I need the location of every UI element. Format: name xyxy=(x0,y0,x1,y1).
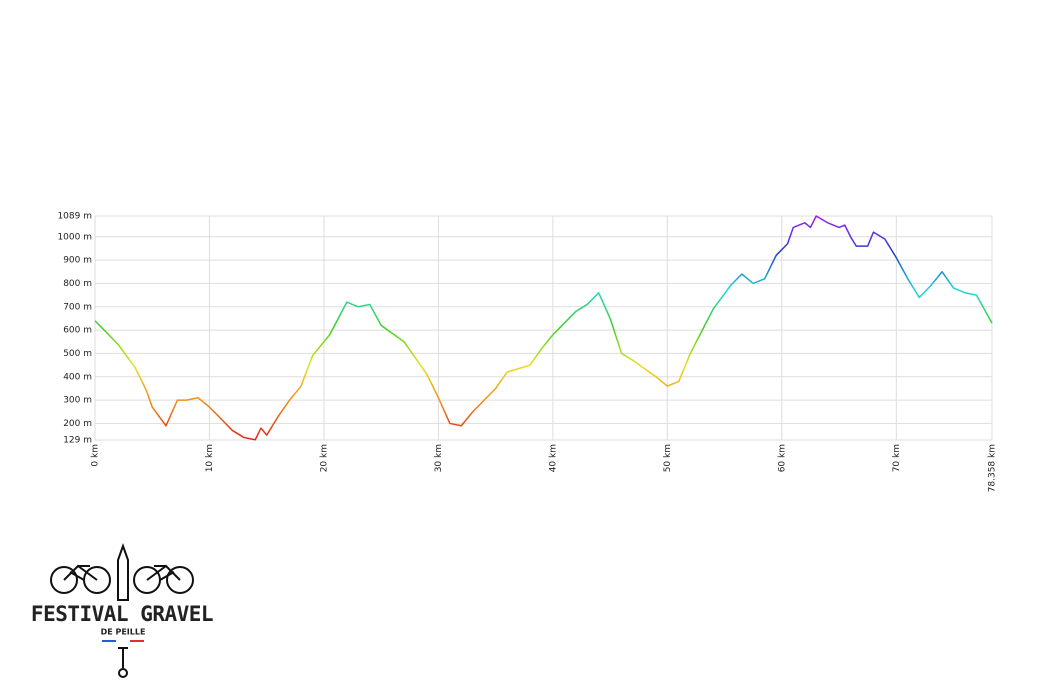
y-tick-label: 700 m xyxy=(63,302,92,312)
x-tick-label: 50 km xyxy=(663,444,673,472)
y-tick-label: 900 m xyxy=(63,256,92,266)
y-tick-label: 600 m xyxy=(63,326,92,336)
x-tick-label: 78.358 km xyxy=(988,444,998,492)
y-tick-label: 300 m xyxy=(63,396,92,406)
y-tick-label: 1000 m xyxy=(57,232,92,242)
y-tick-label: 1089 m xyxy=(57,212,92,222)
x-tick-label: 0 km xyxy=(91,444,101,467)
x-tick-label: 70 km xyxy=(892,444,902,472)
x-tick-label: 60 km xyxy=(777,444,787,472)
x-tick-label: 40 km xyxy=(548,444,558,472)
x-tick-label: 20 km xyxy=(319,444,329,472)
elevation-line xyxy=(94,215,993,441)
y-tick-label: 400 m xyxy=(63,372,92,382)
y-tick-label: 800 m xyxy=(63,279,92,289)
y-tick-label: 129 m xyxy=(63,436,92,446)
x-tick-label: 30 km xyxy=(434,444,444,472)
y-tick-label: 500 m xyxy=(63,349,92,359)
y-tick-label: 200 m xyxy=(63,419,92,429)
logo-title: FESTIVAL GRAVEL xyxy=(31,602,213,626)
x-tick-label: 10 km xyxy=(205,444,215,472)
logo xyxy=(50,543,194,678)
logo-subtitle: DE PEILLE xyxy=(101,628,146,637)
